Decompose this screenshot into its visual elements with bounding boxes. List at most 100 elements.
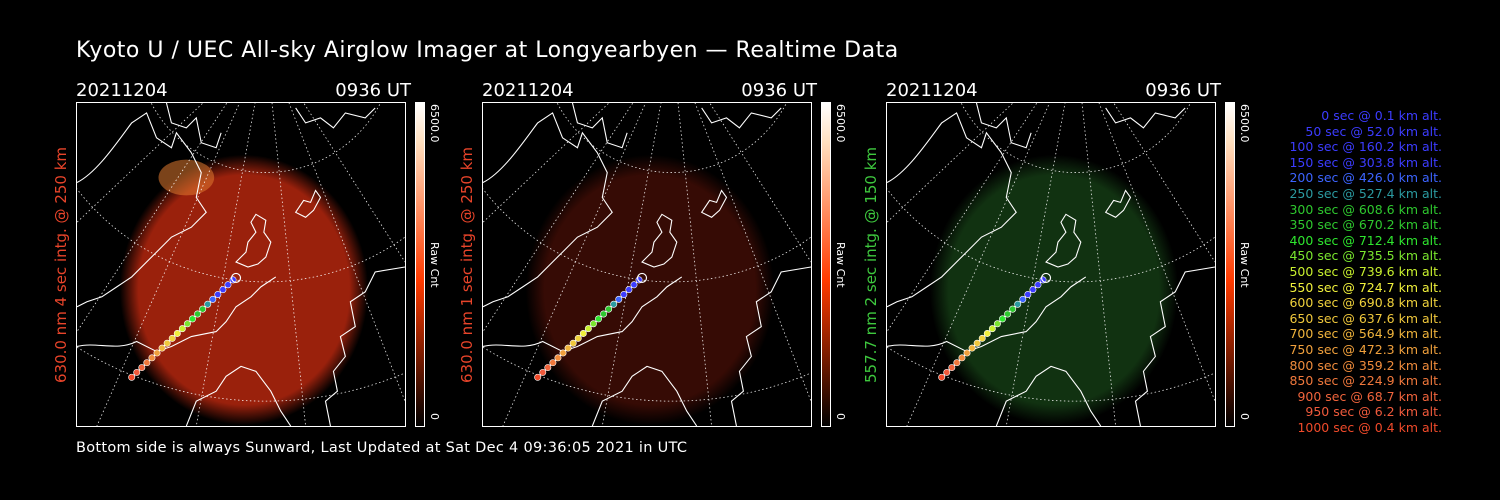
trajectory-point	[194, 310, 202, 318]
allsky-image	[482, 102, 812, 427]
trajectory-point	[615, 295, 623, 303]
legend-row: 800 sec @ 359.2 km alt.	[1289, 357, 1442, 373]
trajectory-point	[534, 373, 542, 381]
trajectory-point	[214, 291, 222, 298]
colorbar-min: 0	[428, 413, 441, 420]
colorbar-max: 6500.0	[834, 104, 847, 143]
trajectory-point	[968, 344, 976, 352]
trajectory-point	[978, 334, 986, 342]
footer-status: Bottom side is always Sunward, Last Upda…	[76, 440, 688, 456]
trajectory-point	[620, 291, 628, 298]
trajectory-point	[1024, 291, 1032, 298]
lat-lon-grid	[77, 103, 405, 426]
panel-1: 20211204 0936 UT 630.0 nm 4 sec intg. @ …	[52, 80, 496, 430]
page-title: Kyoto U / UEC All-sky Airglow Imager at …	[76, 38, 899, 63]
trajectory-point	[569, 339, 577, 347]
legend-row: 650 sec @ 637.6 km alt.	[1289, 310, 1442, 326]
legend-row: 250 sec @ 527.4 km alt.	[1289, 185, 1442, 201]
colorbar-max: 6500.0	[1238, 104, 1251, 143]
legend-row: 150 sec @ 303.8 km alt.	[1289, 154, 1442, 170]
trajectory-point	[153, 349, 161, 357]
colorbar	[415, 102, 425, 427]
trajectory-point	[539, 368, 547, 376]
trajectory-point	[589, 320, 597, 328]
trajectory-point	[224, 281, 232, 289]
wavelength-label: 557.7 nm 2 sec intg. @ 150 km	[862, 146, 880, 384]
aurora-patch	[158, 159, 215, 196]
colorbar-max: 6500.0	[428, 104, 441, 143]
legend-row: 850 sec @ 224.9 km alt.	[1289, 373, 1442, 389]
trajectory-track	[128, 276, 237, 381]
trajectory-point	[1014, 300, 1022, 308]
trajectory-point	[183, 320, 191, 328]
trajectory-point	[168, 334, 176, 342]
trajectory-point	[219, 286, 227, 294]
trajectory-point	[133, 368, 141, 376]
coastline-map	[77, 103, 405, 426]
sky-disk	[525, 154, 775, 426]
legend-row: 0 sec @ 0.1 km alt.	[1321, 108, 1442, 123]
trajectory-point	[605, 305, 613, 313]
trajectory-point	[209, 295, 217, 303]
trajectory-point	[953, 359, 961, 367]
trajectory-point	[948, 364, 956, 372]
coastline-map	[483, 103, 811, 426]
panel-time: 0936 UT	[741, 80, 817, 101]
panel-3: 20211204 0936 UT 557.7 nm 2 sec intg. @ …	[862, 80, 1306, 430]
colorbar-min: 0	[834, 413, 847, 420]
trajectory-point	[163, 339, 171, 347]
colorbar-unit: Raw Cnt	[428, 242, 441, 288]
legend-row: 1000 sec @ 0.4 km alt.	[1297, 419, 1442, 435]
panel-time: 0936 UT	[1145, 80, 1221, 101]
trajectory-point	[958, 354, 966, 362]
trajectory-point	[544, 364, 552, 372]
trajectory-point	[630, 281, 638, 289]
trajectory-point	[584, 325, 592, 333]
legend-row: 200 sec @ 426.0 km alt.	[1289, 170, 1442, 186]
trajectory-point	[988, 325, 996, 333]
trajectory-point	[189, 315, 196, 323]
panel-date: 20211204	[482, 80, 574, 101]
panel-date: 20211204	[886, 80, 978, 101]
trajectory-point	[1019, 295, 1027, 303]
legend-row: 400 sec @ 712.4 km alt.	[1289, 232, 1442, 248]
legend-row: 950 sec @ 6.2 km alt.	[1305, 404, 1442, 420]
panel-date: 20211204	[76, 80, 168, 101]
legend-row: 450 sec @ 735.5 km alt.	[1289, 248, 1442, 264]
trajectory-point	[178, 325, 186, 333]
trajectory-point	[549, 359, 557, 367]
trajectory-point	[1004, 310, 1012, 318]
sky-disk	[119, 154, 369, 426]
legend-row: 900 sec @ 68.7 km alt.	[1297, 388, 1442, 404]
trajectory-legend: 0 sec @ 0.1 km alt. 50 sec @ 52.0 km alt.…	[1260, 108, 1442, 435]
trajectory-point	[158, 344, 166, 352]
legend-row: 700 sec @ 564.9 km alt.	[1289, 326, 1442, 342]
trajectory-point	[938, 373, 946, 381]
trajectory-point	[554, 354, 562, 362]
trajectory-point	[1009, 305, 1017, 313]
wavelength-label: 630.0 nm 1 sec intg. @ 250 km	[458, 146, 476, 384]
colorbar	[821, 102, 831, 427]
legend-row: 750 sec @ 472.3 km alt.	[1289, 341, 1442, 357]
trajectory-point	[963, 349, 971, 357]
trajectory-point	[999, 315, 1006, 323]
trajectory-point	[983, 329, 991, 337]
legend-row: 550 sec @ 724.7 km alt.	[1289, 279, 1442, 295]
allsky-image	[76, 102, 406, 427]
trajectory-point	[143, 359, 151, 367]
legend-row: 100 sec @ 160.2 km alt.	[1289, 139, 1442, 155]
trajectory-point	[973, 339, 981, 347]
colorbar-min: 0	[1238, 413, 1251, 420]
trajectory-point	[204, 300, 212, 308]
legend-row: 600 sec @ 690.8 km alt.	[1289, 295, 1442, 311]
trajectory-point	[199, 305, 207, 313]
coastline-map	[887, 103, 1215, 426]
trajectory-point	[148, 354, 156, 362]
colorbar	[1225, 102, 1235, 427]
station-marker	[636, 272, 648, 283]
legend-row: 300 sec @ 608.6 km alt.	[1289, 201, 1442, 217]
trajectory-track	[938, 276, 1047, 381]
station-marker	[1040, 272, 1052, 283]
wavelength-label: 630.0 nm 4 sec intg. @ 250 km	[52, 146, 70, 384]
panel-2: 20211204 0936 UT 630.0 nm 1 sec intg. @ …	[458, 80, 902, 430]
